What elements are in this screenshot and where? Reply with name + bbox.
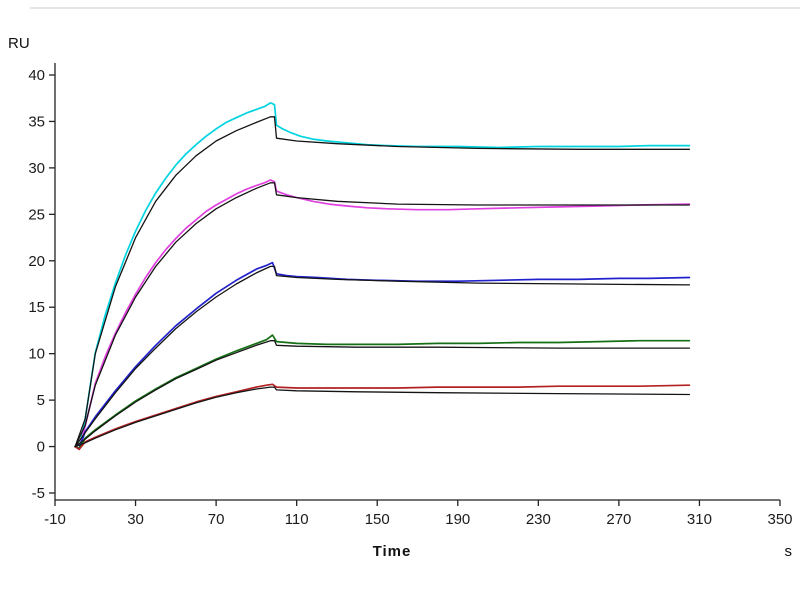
x-tick-label: 270 (606, 511, 631, 528)
y-tick-label: 40 (28, 67, 45, 84)
series-response-3-fit (74, 265, 691, 448)
y-tick-label: -5 (32, 485, 45, 502)
x-tick-label: 70 (208, 511, 225, 528)
x-tick-label: 230 (526, 511, 551, 528)
x-axis-unit: s (785, 543, 793, 560)
x-tick-label: 190 (445, 511, 470, 528)
series-response-1-fit (74, 116, 691, 448)
y-tick-label: 5 (37, 392, 45, 409)
y-tick-label: 35 (28, 113, 45, 130)
x-tick-label: 350 (767, 511, 792, 528)
x-axis-title: Time (373, 543, 412, 560)
y-tick-label: 10 (28, 346, 45, 363)
y-tick-label: 25 (28, 206, 45, 223)
y-tick-label: 20 (28, 253, 45, 270)
series-response-3-measured (74, 261, 691, 450)
y-tick-label: 30 (28, 160, 45, 177)
series-response-4-fit (74, 340, 691, 448)
series-response-5-fit (74, 386, 691, 448)
series-response-1-measured (74, 102, 691, 451)
series-response-2-fit (74, 182, 691, 448)
x-tick-label: -10 (44, 511, 66, 528)
series-response-5-measured (74, 383, 691, 451)
y-tick-label: 15 (28, 299, 45, 316)
y-tick-label: 0 (37, 439, 45, 456)
x-tick-label: 30 (127, 511, 144, 528)
x-tick-label: 110 (285, 511, 309, 528)
series-response-2-measured (74, 179, 691, 451)
x-tick-label: 150 (365, 511, 390, 528)
x-tick-label: 310 (687, 511, 712, 528)
y-axis-title: RU (8, 35, 30, 52)
series-response-4-measured (74, 334, 691, 450)
